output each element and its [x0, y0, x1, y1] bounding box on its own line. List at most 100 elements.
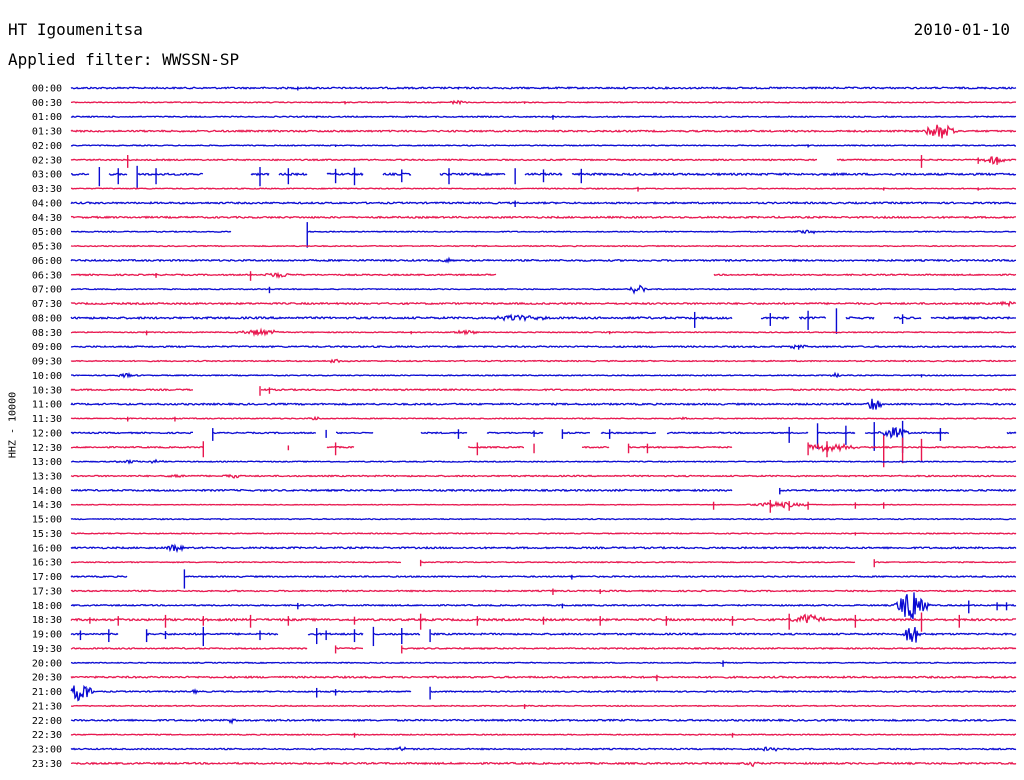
trace-line	[70, 344, 1017, 350]
time-tick-label: 06:30	[32, 270, 62, 281]
time-tick-label: 14:30	[32, 500, 62, 511]
trace-row	[70, 458, 1017, 465]
time-tick-label: 09:30	[32, 357, 62, 368]
trace-line	[70, 592, 1017, 620]
trace-row	[70, 420, 1017, 453]
trace-line	[70, 442, 1017, 453]
time-tick-label: 01:30	[32, 127, 62, 138]
time-tick-label: 19:30	[32, 644, 62, 655]
time-tick-label: 15:30	[32, 529, 62, 540]
trace-line	[70, 684, 1017, 702]
time-tick-label: 01:00	[32, 112, 62, 123]
trace-line	[70, 500, 1017, 509]
trace-line	[70, 745, 1017, 752]
time-tick-label: 10:30	[32, 385, 62, 396]
trace-row	[70, 186, 1017, 192]
time-tick-label: 16:00	[32, 543, 62, 554]
trace-line	[70, 675, 1017, 679]
trace-line	[70, 488, 1017, 493]
trace-line	[70, 415, 1017, 421]
time-tick-label: 07:30	[32, 299, 62, 310]
trace-row	[70, 499, 1017, 513]
trace-row	[70, 271, 1017, 281]
trace-line	[70, 327, 1017, 337]
trace-row	[70, 244, 1017, 248]
trace-row	[70, 592, 1017, 620]
time-tick-label: 06:00	[32, 256, 62, 267]
trace-line	[70, 646, 1017, 651]
time-tick-label: 10:00	[32, 371, 62, 382]
time-tick-label: 05:30	[32, 242, 62, 253]
trace-row	[70, 386, 1017, 396]
time-tick-label: 13:30	[32, 471, 62, 482]
trace-line	[70, 156, 1017, 165]
trace-line	[70, 313, 1017, 323]
trace-line	[70, 187, 1017, 190]
trace-line	[70, 458, 1017, 465]
trace-row	[70, 732, 1017, 738]
trace-line	[70, 704, 1017, 708]
trace-line	[70, 300, 1017, 308]
trace-row	[70, 517, 1017, 521]
time-tick-label: 16:30	[32, 558, 62, 569]
time-tick-label: 21:30	[32, 701, 62, 712]
trace-row	[70, 114, 1017, 120]
trace-line	[70, 473, 1017, 479]
trace-line	[70, 124, 1017, 139]
trace-row	[70, 473, 1017, 479]
time-tick-label: 12:30	[32, 443, 62, 454]
trace-line	[70, 387, 1017, 392]
time-tick-label: 12:00	[32, 428, 62, 439]
time-tick-label: 18:00	[32, 601, 62, 612]
trace-line	[70, 229, 1017, 235]
time-tick-label: 20:00	[32, 658, 62, 669]
trace-row	[70, 543, 1017, 554]
trace-row	[70, 435, 1017, 468]
trace-row	[70, 559, 1017, 568]
time-tick-label: 17:30	[32, 586, 62, 597]
time-tick-label: 00:30	[32, 98, 62, 109]
trace-row	[70, 256, 1017, 264]
date-label: 2010-01-10	[913, 20, 1010, 39]
trace-line	[70, 426, 1017, 439]
trace-line	[70, 718, 1017, 725]
time-tick-label: 08:00	[32, 313, 62, 324]
trace-line	[70, 733, 1017, 736]
time-tick-label: 03:00	[32, 170, 62, 181]
trace-row	[70, 660, 1017, 667]
time-tick-label: 11:00	[32, 400, 62, 411]
trace-line	[70, 215, 1017, 220]
time-tick-label: 23:30	[32, 759, 62, 770]
trace-line	[70, 398, 1017, 410]
trace-row	[70, 200, 1017, 207]
time-tick-label: 19:00	[32, 630, 62, 641]
filter-label: Applied filter: WWSSN-SP	[8, 50, 240, 69]
trace-row	[70, 487, 1017, 495]
time-tick-label: 13:00	[32, 457, 62, 468]
trace-row	[71, 165, 1017, 189]
trace-line	[70, 256, 1017, 264]
trace-row	[70, 645, 1017, 654]
time-tick-label: 23:00	[32, 745, 62, 756]
trace-row	[70, 222, 1017, 248]
time-tick-label: 11:30	[32, 414, 62, 425]
trace-row	[70, 398, 1017, 410]
trace-line	[70, 560, 1017, 564]
trace-row	[70, 684, 1017, 702]
trace-row	[70, 718, 1017, 725]
trace-row	[70, 215, 1017, 220]
trace-row	[70, 86, 1017, 91]
trace-line	[70, 99, 1017, 106]
trace-line	[70, 371, 1017, 379]
trace-row	[70, 155, 1017, 168]
trace-row	[70, 300, 1017, 308]
time-tick-label: 08:30	[32, 328, 62, 339]
trace-row	[70, 761, 1017, 768]
trace-line	[70, 144, 1017, 147]
trace-line	[70, 86, 1017, 90]
trace-line	[70, 761, 1017, 768]
time-tick-label: 03:30	[32, 184, 62, 195]
time-tick-label: 21:00	[32, 687, 62, 698]
trace-line	[70, 115, 1017, 119]
trace-line	[70, 517, 1017, 521]
